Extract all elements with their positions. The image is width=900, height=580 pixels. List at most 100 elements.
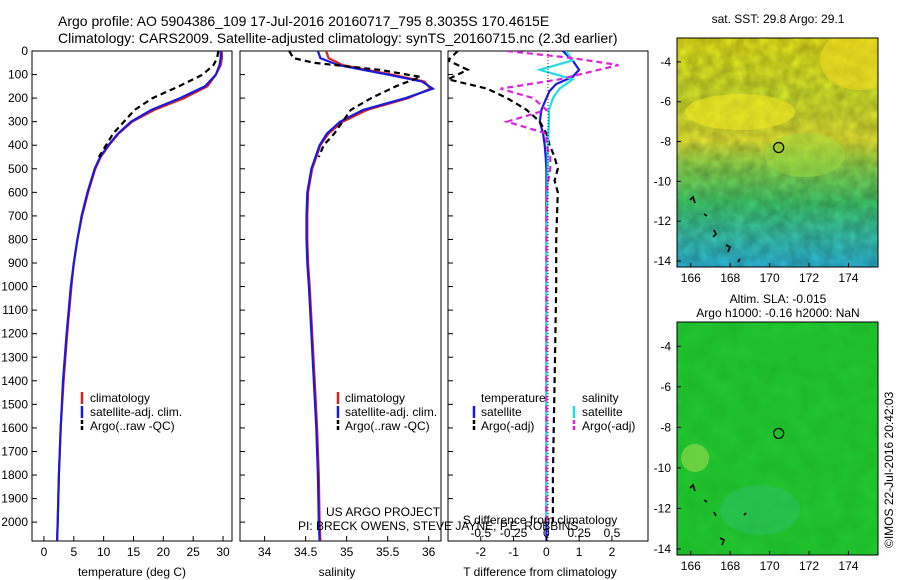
top-tick-label: -0.25 bbox=[500, 526, 528, 540]
depth-tick-label: 400 bbox=[8, 138, 28, 152]
x-tick-label: 35.5 bbox=[376, 545, 400, 559]
sst-map bbox=[677, 38, 878, 267]
legend-climatology: climatology bbox=[345, 391, 405, 405]
depth-tick-label: 100 bbox=[8, 68, 28, 82]
legend-t-satellite: satellite bbox=[481, 405, 522, 419]
series-line-satellite-adj-clim- bbox=[305, 51, 436, 541]
x-tick-label: 30 bbox=[216, 545, 230, 559]
sdiff-label: S difference from climatology bbox=[463, 513, 618, 527]
header-line2: Climatology: CARS2009. Satellite-adjuste… bbox=[58, 30, 618, 46]
depth-tick-label: 2000 bbox=[1, 515, 28, 529]
legend-t-argo: Argo(-adj) bbox=[481, 419, 534, 433]
island-outlines bbox=[689, 483, 747, 546]
x-tick-label: 0 bbox=[543, 545, 550, 559]
argo-location-marker bbox=[773, 427, 785, 440]
lon-tick-label: 166 bbox=[681, 559, 701, 573]
pi-credit: PI: BRECK OWENS, STEVE JAYNE, P.E. ROBBI… bbox=[298, 519, 578, 533]
depth-tick-label: 1700 bbox=[1, 444, 28, 458]
x-tick-label: 25 bbox=[187, 545, 201, 559]
depth-tick-label: 1200 bbox=[1, 327, 28, 341]
x-tick-label: 1 bbox=[576, 545, 583, 559]
x-tick-label: -2 bbox=[475, 545, 486, 559]
tdiff-xlabel: T difference from climatology bbox=[463, 565, 617, 579]
depth-tick-label: 1400 bbox=[1, 374, 28, 388]
top-tick-label: -0.5 bbox=[470, 526, 491, 540]
lon-tick-label: 168 bbox=[720, 271, 740, 285]
temperature-panel-frame bbox=[31, 50, 233, 542]
legend-climatology: climatology bbox=[90, 391, 150, 405]
depth-tick-label: 1900 bbox=[1, 492, 28, 506]
depth-tick-label: 600 bbox=[8, 185, 28, 199]
depth-tick-label: 1600 bbox=[1, 421, 28, 435]
series-line-argo-adj- bbox=[448, 51, 559, 523]
sst-map-title: sat. SST: 29.8 Argo: 29.1 bbox=[712, 12, 845, 26]
top-tick-label: 0.5 bbox=[604, 526, 621, 540]
imos-credit: ©IMOS 22-Jul-2016 20:42:03 bbox=[882, 391, 896, 548]
lat-tick-label: -6 bbox=[660, 95, 671, 109]
x-tick-label: 10 bbox=[97, 545, 111, 559]
x-tick-label: 36 bbox=[422, 545, 436, 559]
series-line-satellite bbox=[535, 51, 576, 523]
x-tick-label: -1 bbox=[508, 545, 519, 559]
x-tick-label: 2 bbox=[609, 545, 616, 559]
depth-tick-label: 1100 bbox=[2, 303, 28, 317]
top-tick-label: 0 bbox=[543, 526, 550, 540]
x-tick-label: 20 bbox=[157, 545, 171, 559]
depth-tick-label: 1000 bbox=[1, 280, 28, 294]
legend-argo: Argo(..raw -QC) bbox=[345, 419, 430, 433]
x-axes: 0 5 10 15 20 25 30 34 34.5 35 35.5 36 -2 -1 0 1 2 -0.5 -0.… bbox=[41, 526, 621, 559]
salinity-series bbox=[288, 51, 436, 541]
depth-tick-label: 300 bbox=[8, 115, 28, 129]
series-line-climatology bbox=[56, 51, 223, 541]
temperature-legend: climatology satellite-adj. clim. Argo(..… bbox=[80, 391, 182, 433]
x-tick-label: 34 bbox=[258, 545, 272, 559]
legend-satellite-adj: satellite-adj. clim. bbox=[90, 405, 182, 419]
series-line-argo-raw-qc- bbox=[97, 51, 220, 158]
depth-tick-label: 900 bbox=[8, 256, 28, 270]
difference-legend: temperature salinity satellite Argo(-adj… bbox=[472, 391, 635, 433]
x-tick-label: 0 bbox=[41, 545, 48, 559]
lon-tick-label: 166 bbox=[681, 271, 701, 285]
depth-axis: 0 100 200 300 400 500 600 700 800 900 1000 1100 1200… bbox=[1, 44, 453, 529]
x-tick-label: 35 bbox=[340, 545, 354, 559]
argo-location-marker bbox=[773, 141, 785, 154]
lat-tick-label: -14 bbox=[654, 254, 672, 268]
lon-tick-label: 170 bbox=[760, 559, 780, 573]
lat-tick-label: -12 bbox=[654, 501, 672, 515]
lat-tick-label: -8 bbox=[660, 135, 671, 149]
legend-satellite-adj: satellite-adj. clim. bbox=[345, 405, 437, 419]
island-outlines bbox=[689, 195, 741, 263]
x-tick-label: 5 bbox=[70, 545, 77, 559]
sla-map-axes: 166 168 170 172 174 -4 -6 -8 -10 -12 -14 bbox=[654, 339, 859, 573]
depth-tick-label: 1800 bbox=[1, 468, 28, 482]
depth-tick-label: 200 bbox=[8, 91, 28, 105]
temperature-xlabel: temperature (deg C) bbox=[78, 565, 186, 579]
sst-map-frame bbox=[676, 37, 879, 268]
salinity-xlabel: salinity bbox=[319, 565, 356, 579]
depth-tick-label: 1500 bbox=[1, 397, 28, 411]
series-line-argo-raw-qc- bbox=[288, 51, 425, 158]
difference-series bbox=[448, 51, 619, 541]
x-tick-label: 34.5 bbox=[294, 545, 318, 559]
depth-tick-label: 700 bbox=[8, 209, 28, 223]
salinity-panel-frame bbox=[239, 50, 442, 542]
x-tick-label: 15 bbox=[127, 545, 141, 559]
legend-argo: Argo(..raw -QC) bbox=[90, 419, 175, 433]
depth-tick-label: 0 bbox=[21, 44, 28, 58]
lon-tick-label: 172 bbox=[799, 559, 819, 573]
sla-map-frame bbox=[676, 321, 879, 556]
series-line-argo-adj- bbox=[500, 51, 619, 523]
lat-tick-label: -4 bbox=[660, 339, 671, 353]
lon-tick-label: 174 bbox=[838, 559, 858, 573]
lat-tick-label: -4 bbox=[660, 55, 671, 69]
series-line-climatology bbox=[306, 51, 433, 541]
legend-header-temperature: temperature bbox=[481, 391, 546, 405]
top-tick-label: 0.25 bbox=[567, 526, 591, 540]
lat-tick-label: -14 bbox=[654, 542, 672, 556]
lat-tick-label: -10 bbox=[654, 174, 672, 188]
lon-tick-label: 172 bbox=[799, 271, 819, 285]
project-credit: US ARGO PROJECT bbox=[326, 505, 441, 519]
legend-s-argo: Argo(-adj) bbox=[582, 419, 635, 433]
legend-header-salinity: salinity bbox=[582, 391, 619, 405]
